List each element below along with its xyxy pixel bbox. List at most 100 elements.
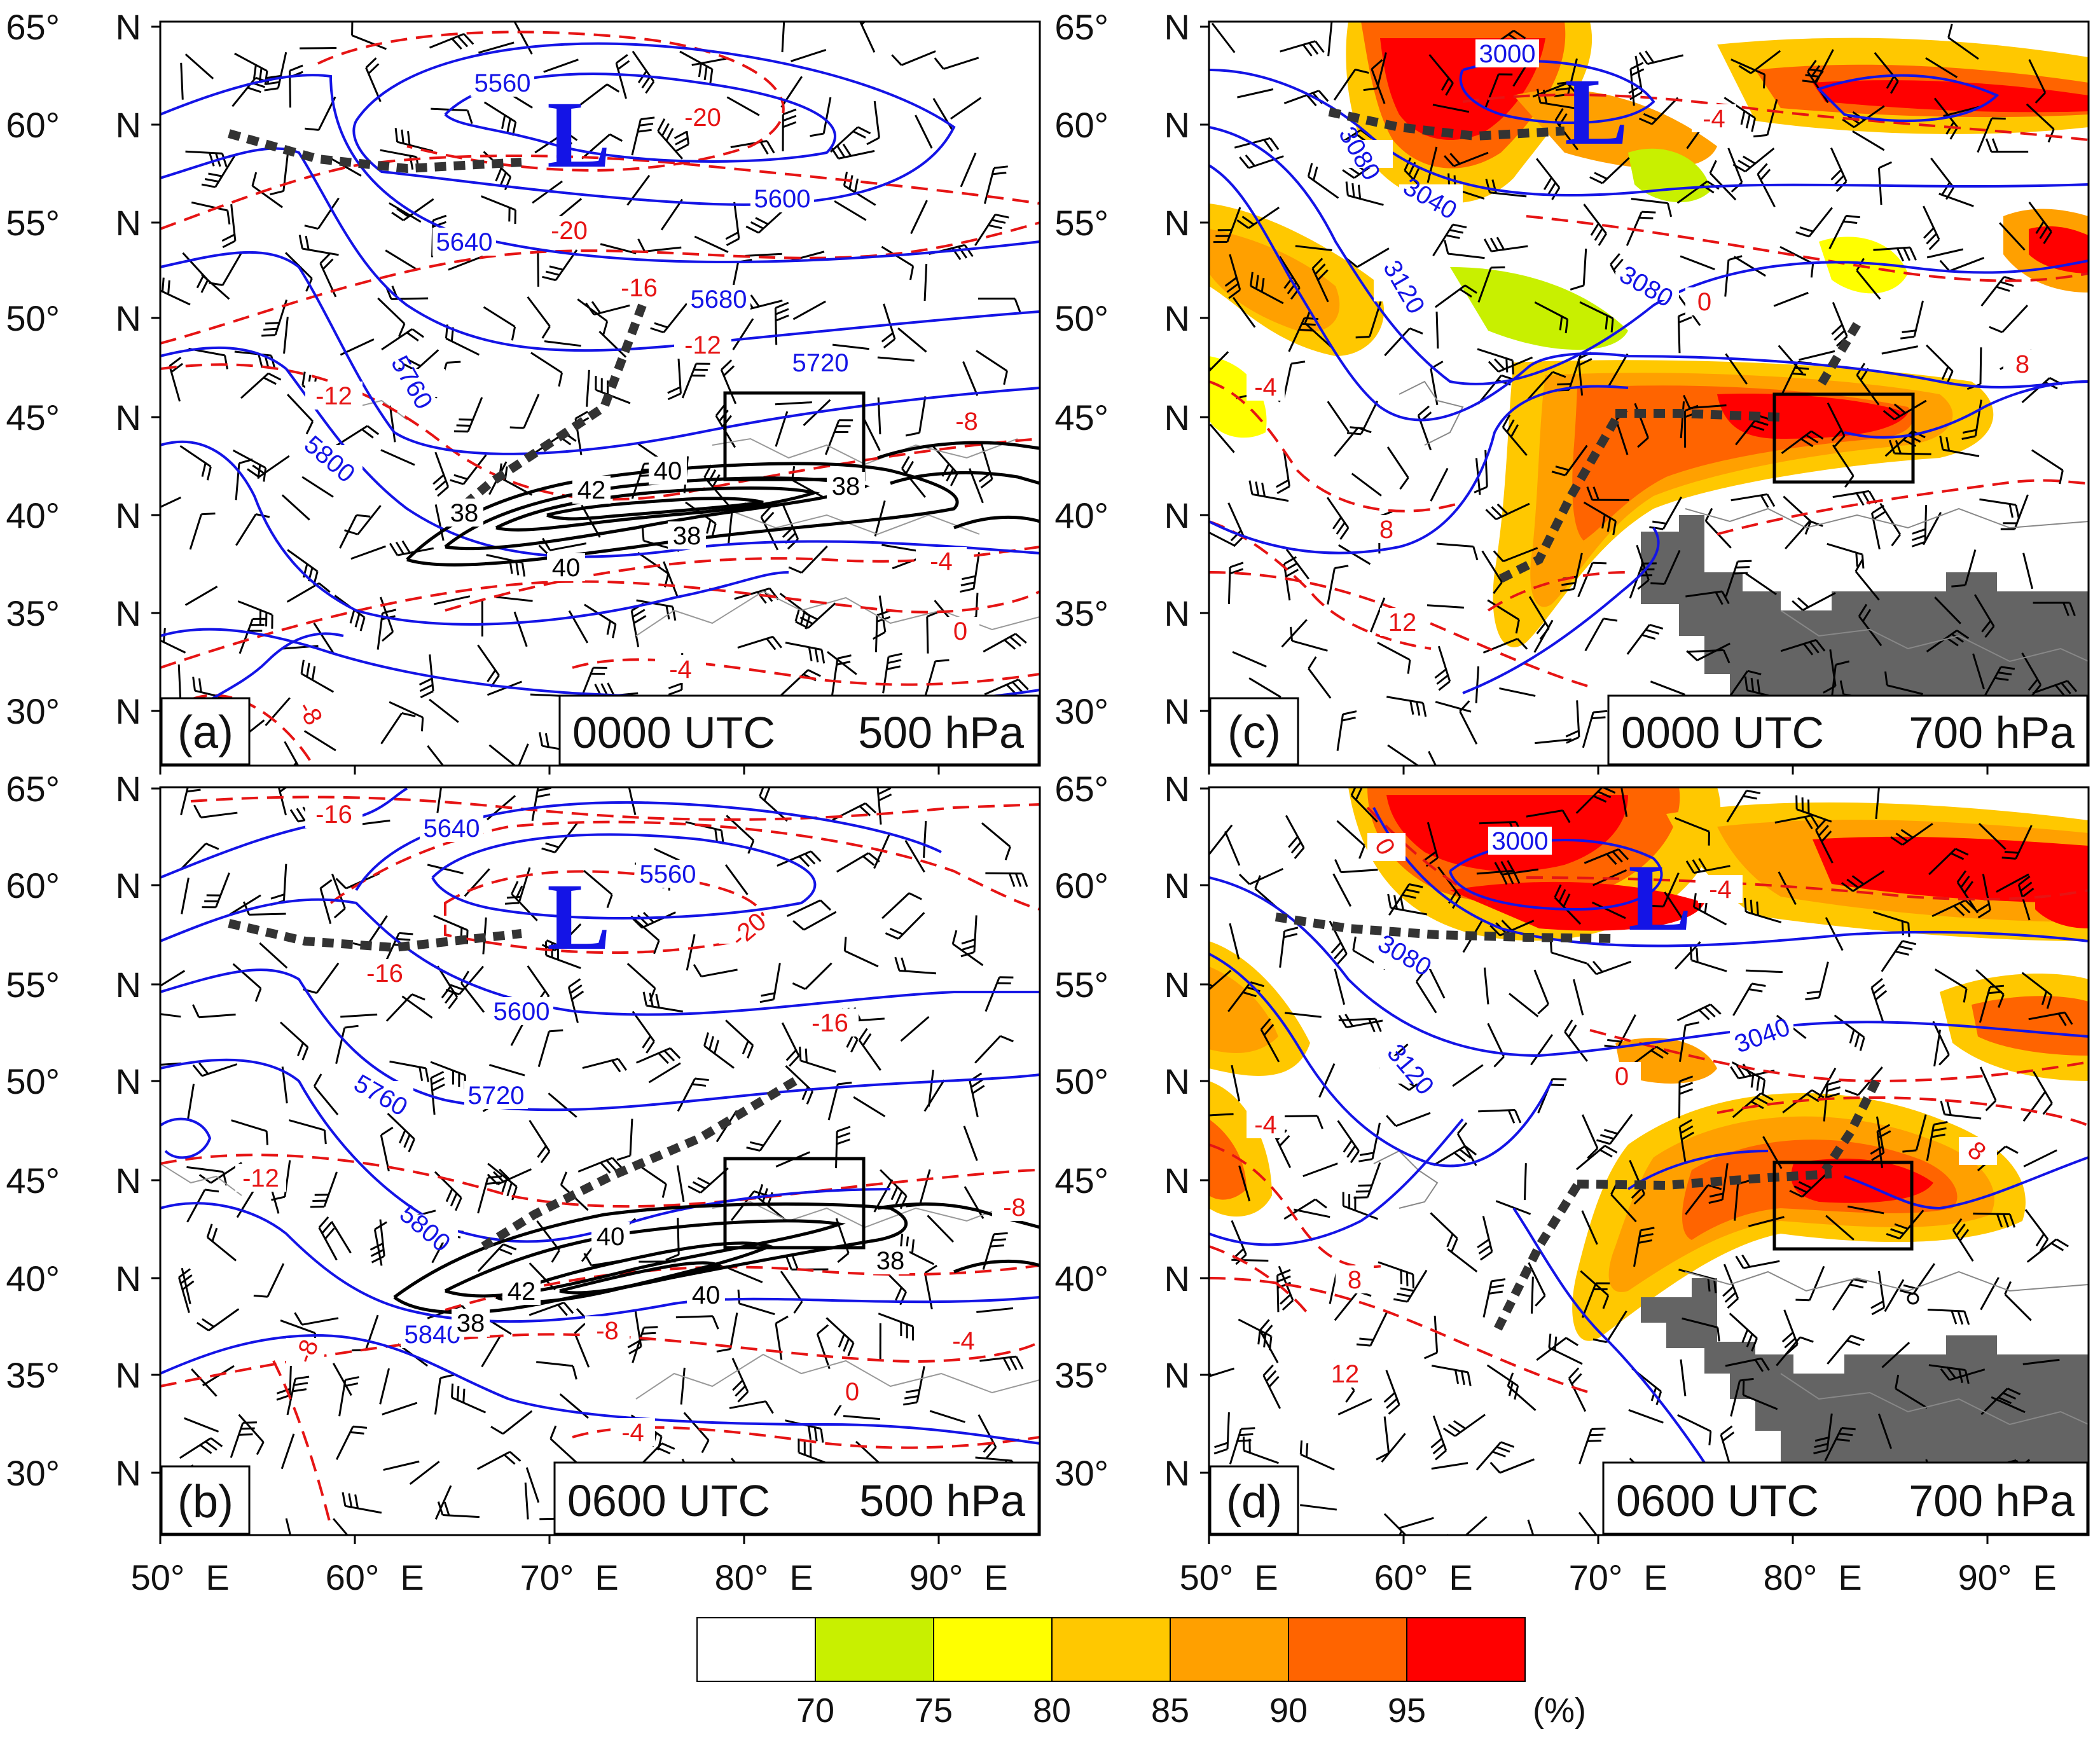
temperature-label: -4 xyxy=(1247,1110,1285,1139)
wind-barb xyxy=(934,57,979,70)
wind-barb xyxy=(379,1368,390,1405)
wind-barb xyxy=(1426,604,1464,609)
wind-barb xyxy=(615,53,630,99)
wind-barb xyxy=(294,1312,339,1326)
wind-barb xyxy=(660,198,683,231)
wind-barb xyxy=(338,1376,359,1417)
lat-tick-label: 65° xyxy=(1054,769,1109,809)
temperature-label: 8 xyxy=(1336,1265,1374,1294)
wind-barb xyxy=(1774,815,1820,830)
trough-lines xyxy=(1328,107,1862,583)
wind-barb xyxy=(169,357,184,402)
panel-letter-box: (b) xyxy=(160,1465,251,1535)
wind-barb xyxy=(891,50,936,66)
wind-barb xyxy=(1899,1263,1935,1295)
lat-hemisphere-label: N xyxy=(116,593,141,633)
wind-barb xyxy=(1485,502,1530,521)
wind-barb xyxy=(279,1021,309,1061)
wind-barb xyxy=(1334,968,1346,1005)
wind-barb xyxy=(1477,348,1514,375)
temperature-label: -12 xyxy=(235,1164,286,1192)
wind-barbs xyxy=(1209,22,2078,766)
wind-barb xyxy=(792,300,826,320)
wind-barb xyxy=(1345,247,1390,268)
colorbar-tick-label: 75 xyxy=(915,1691,953,1730)
wind-barb xyxy=(1932,1021,1950,1066)
height-label: 5640 xyxy=(420,814,483,843)
wind-barb xyxy=(1484,73,1513,109)
wind-barb xyxy=(184,53,214,79)
wind-barb xyxy=(1730,59,1766,89)
wind-barb xyxy=(191,201,231,224)
wind-barb xyxy=(691,57,729,66)
wind-barb xyxy=(1337,1120,1360,1164)
wind-barb xyxy=(1676,1003,1722,1022)
wind-barb xyxy=(885,912,925,940)
lat-tick-label: 45° xyxy=(1054,1161,1109,1201)
svg-text:5760: 5760 xyxy=(349,1069,412,1122)
wind-barb xyxy=(436,787,443,813)
wind-barb xyxy=(632,50,655,94)
wind-barb xyxy=(1870,977,1888,1023)
wind-barb xyxy=(1900,300,1924,340)
wind-barb xyxy=(795,602,836,629)
wind-barb xyxy=(834,200,867,221)
wind-barb xyxy=(1589,157,1630,184)
temperature-label: -16 xyxy=(305,800,363,829)
wind-barb xyxy=(1592,1310,1627,1344)
wind-barb xyxy=(1980,1277,2000,1311)
wind-barb xyxy=(785,1256,829,1271)
wind-barb xyxy=(746,1119,782,1152)
wind-barb xyxy=(627,1310,642,1355)
svg-text:-4: -4 xyxy=(952,1327,975,1355)
wind-barb xyxy=(910,200,928,235)
wind-barb xyxy=(179,843,219,871)
wind-barb xyxy=(1792,592,1836,611)
wind-barb xyxy=(448,255,483,271)
wind-barb xyxy=(549,1425,579,1464)
wind-barb xyxy=(1378,1261,1414,1288)
latitude-axes: 65° N 60° N 55° N 50° N 45° N 40° N 35° N 30° N 65° N 60° N… xyxy=(6,7,1209,1493)
wind-barb xyxy=(1336,710,1357,751)
wind-barb xyxy=(1565,700,1580,744)
wind-barb xyxy=(1487,599,1520,634)
height-label: 3080 xyxy=(1615,260,1679,313)
svg-text:-4: -4 xyxy=(930,548,953,575)
wind-barb xyxy=(237,600,273,629)
wind-barb xyxy=(313,623,335,655)
wind-barb xyxy=(281,494,310,521)
wind-barb xyxy=(976,350,1008,385)
wind-barb xyxy=(1881,345,1918,355)
study-region-box xyxy=(723,1157,866,1250)
wind-barb xyxy=(2032,680,2078,697)
wind-barb xyxy=(1227,562,1244,605)
wind-barb xyxy=(1388,883,1423,916)
wind-barb xyxy=(1626,623,1664,655)
wind-barb xyxy=(1209,970,1232,991)
wind-barb xyxy=(536,1361,577,1380)
wind-barb xyxy=(1477,1215,1493,1261)
lat-tick-label: 55° xyxy=(1054,965,1109,1005)
wind-barb xyxy=(401,995,433,1019)
wind-barb xyxy=(951,930,984,967)
wind-barb xyxy=(1242,1437,1279,1464)
wind-barb xyxy=(1259,1319,1279,1363)
wind-barb xyxy=(1478,1109,1522,1124)
wind-barb xyxy=(536,1220,560,1263)
lat-tick-label: 65° xyxy=(6,769,60,809)
wind-barb xyxy=(1302,1162,1338,1178)
wind-barb xyxy=(831,654,852,695)
temperature-label: 12 xyxy=(1380,608,1425,637)
lon-hemisphere-label: E xyxy=(1643,1557,1667,1597)
wind-barb xyxy=(731,1358,749,1403)
wind-barb xyxy=(201,155,236,188)
wind-barb xyxy=(732,318,754,350)
wind-barb xyxy=(760,506,779,551)
colorbar-tick-label: 95 xyxy=(1388,1691,1426,1730)
wind-barb xyxy=(1383,1370,1400,1415)
wind-barb xyxy=(2031,449,2064,485)
wind-barb xyxy=(1753,99,1778,138)
lat-hemisphere-label: N xyxy=(116,691,141,731)
wind-barb xyxy=(792,911,837,931)
wind-barb xyxy=(303,962,340,994)
